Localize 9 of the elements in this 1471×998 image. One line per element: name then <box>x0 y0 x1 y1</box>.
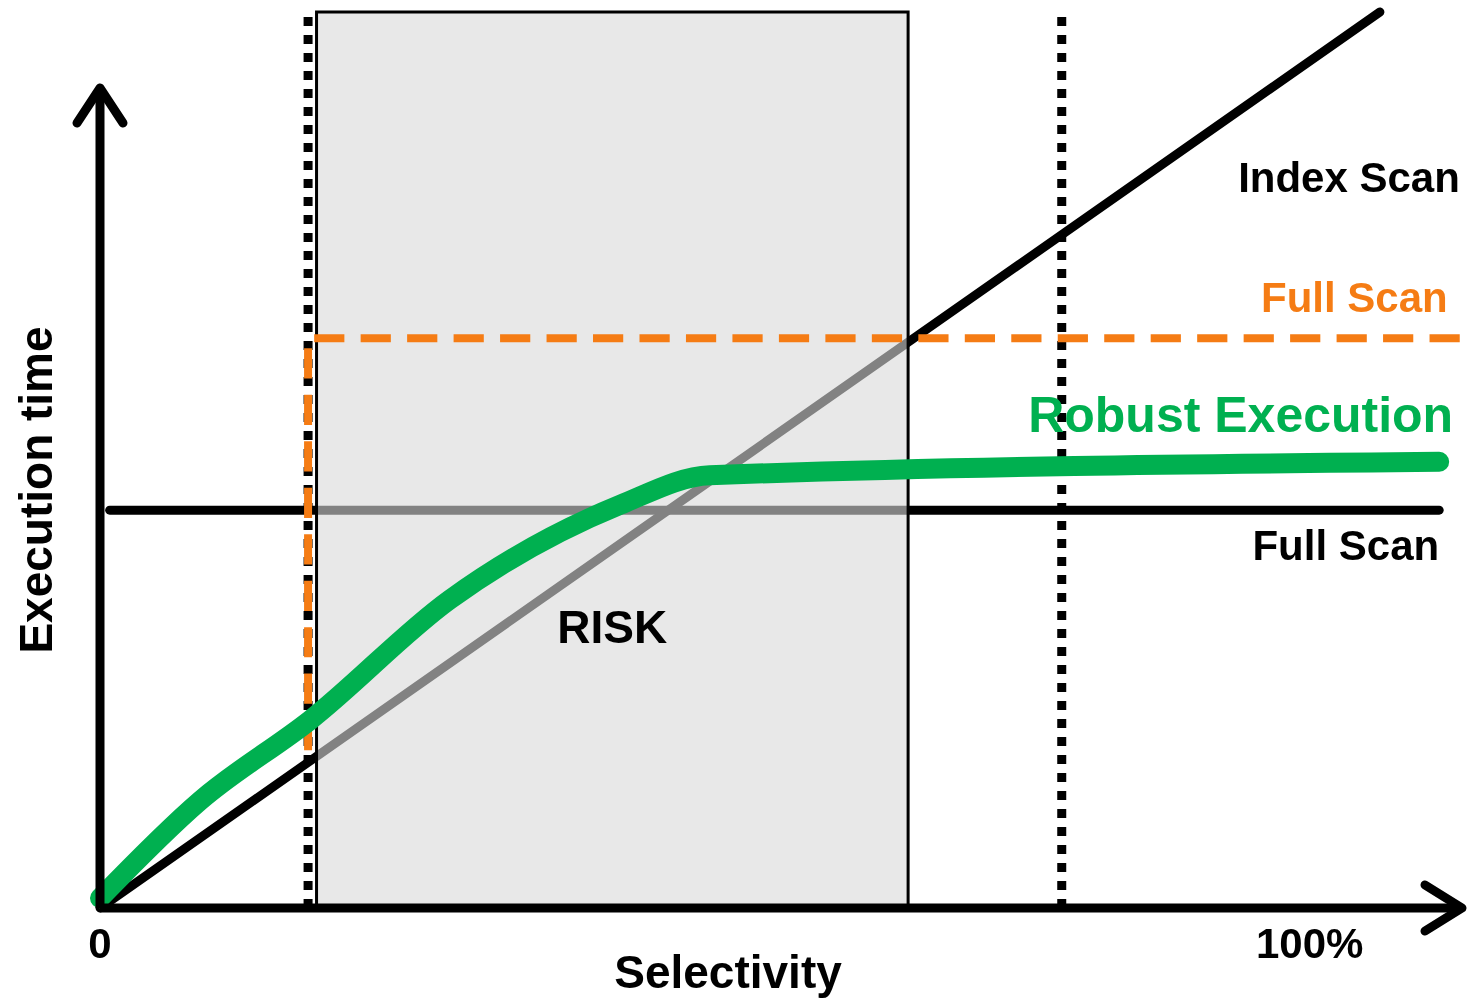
series-label: Robust Execution <box>1028 386 1454 443</box>
band-label: RISK <box>557 601 668 653</box>
x-tick-label: 0 <box>88 920 112 967</box>
y-axis-title: Execution time <box>10 326 62 654</box>
series-label: Full Scan <box>1252 522 1440 570</box>
series-label: Index Scan <box>1238 154 1460 201</box>
series-label: Full Scan <box>1261 274 1448 322</box>
x-axis-title: Selectivity <box>614 946 843 998</box>
x-tick-label: 100% <box>1256 920 1364 967</box>
